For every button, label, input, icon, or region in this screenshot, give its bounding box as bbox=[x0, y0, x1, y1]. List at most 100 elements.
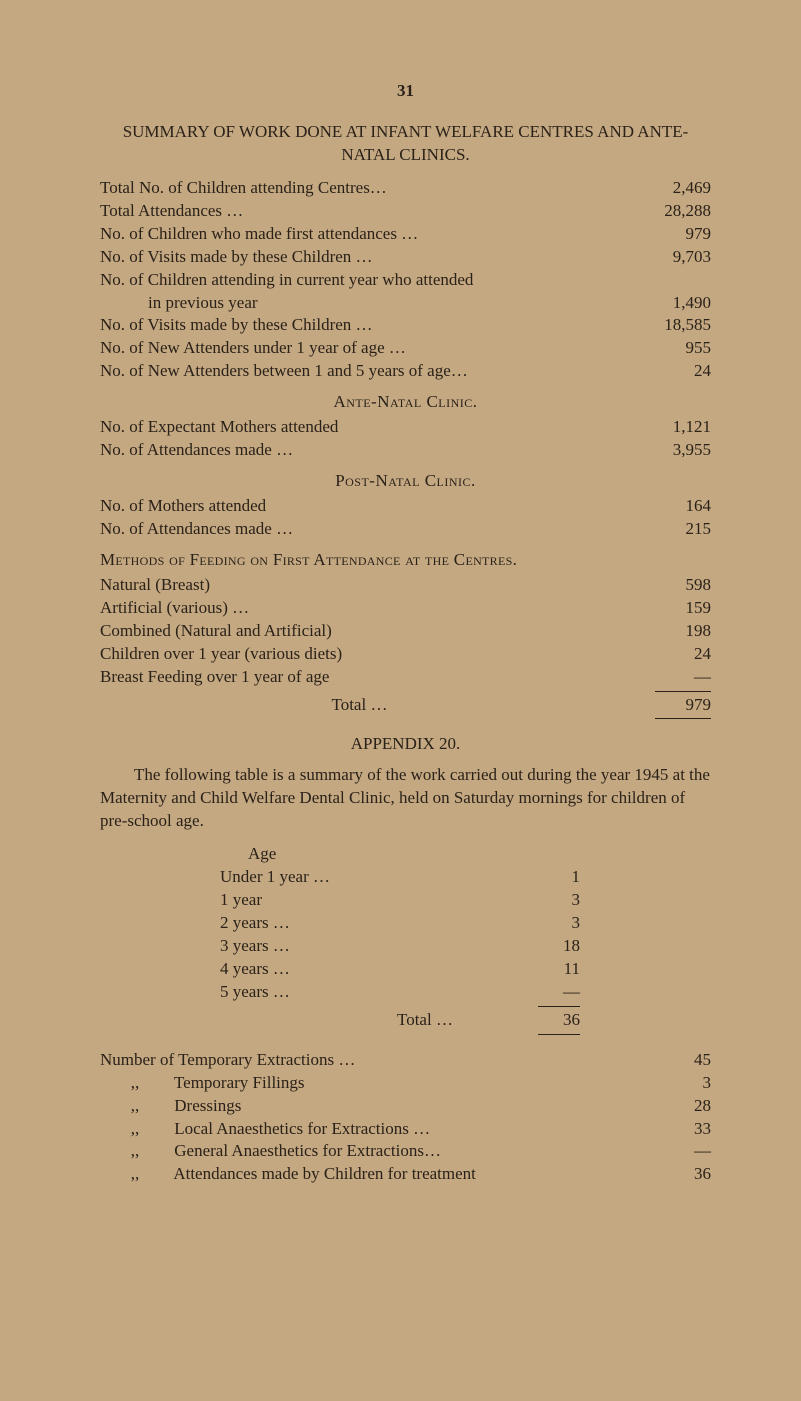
row-label: No. of Expectant Mothers attended bbox=[100, 416, 619, 439]
row-value: — bbox=[540, 981, 580, 1004]
row-value: 18,585 bbox=[619, 314, 711, 337]
row-value: 36 bbox=[540, 1009, 580, 1032]
row-label: ,, Attendances made by Children for trea… bbox=[100, 1163, 619, 1186]
summary-row: No. of Children who made first attendanc… bbox=[100, 223, 711, 246]
age-row: Under 1 year … 1 bbox=[220, 866, 580, 889]
row-label: ,, Dressings bbox=[100, 1095, 619, 1118]
row-label: Total … bbox=[220, 1009, 540, 1032]
row-value: 28 bbox=[619, 1095, 711, 1118]
row-label: No. of Visits made by these Children … bbox=[100, 246, 619, 269]
row-sub: General Anaesthetics for Extractions… bbox=[174, 1141, 441, 1160]
ante-row: No. of Expectant Mothers attended 1,121 bbox=[100, 416, 711, 439]
row-label: No. of New Attenders under 1 year of age… bbox=[100, 337, 619, 360]
post-row: No. of Attendances made … 215 bbox=[100, 518, 711, 541]
row-label: No. of Children attending in current yea… bbox=[100, 269, 619, 292]
row-label: No. of New Attenders between 1 and 5 yea… bbox=[100, 360, 619, 383]
row-value: — bbox=[619, 1140, 711, 1163]
row-label: 2 years … bbox=[220, 912, 540, 935]
row-prefix: Number of bbox=[100, 1050, 174, 1069]
age-table: Age Under 1 year … 1 1 year 3 2 years … … bbox=[220, 843, 580, 1035]
row-value: 28,288 bbox=[619, 200, 711, 223]
row-value: 33 bbox=[619, 1118, 711, 1141]
methods-row: Combined (Natural and Artificial) 198 bbox=[100, 620, 711, 643]
extraction-row: Number of Temporary Extractions … 45 bbox=[100, 1049, 711, 1072]
methods-heading: Methods of Feeding on First Attendance a… bbox=[100, 549, 711, 572]
age-row: 4 years … 11 bbox=[220, 958, 580, 981]
row-label: Breast Feeding over 1 year of age bbox=[100, 666, 619, 689]
rule bbox=[538, 1034, 580, 1035]
page-number: 31 bbox=[100, 80, 711, 103]
row-value: 3 bbox=[619, 1072, 711, 1095]
post-row: No. of Mothers attended 164 bbox=[100, 495, 711, 518]
row-label: Under 1 year … bbox=[220, 866, 540, 889]
row-label: No. of Children who made first attendanc… bbox=[100, 223, 619, 246]
appendix-title: APPENDIX 20. bbox=[100, 733, 711, 756]
row-value: 215 bbox=[619, 518, 711, 541]
summary-row: Total Attendances … 28,288 bbox=[100, 200, 711, 223]
ditto-mark: ,, bbox=[100, 1163, 170, 1186]
row-sub: Dressings bbox=[174, 1096, 241, 1115]
row-value: 1,490 bbox=[619, 292, 711, 315]
age-row: 1 year 3 bbox=[220, 889, 580, 912]
age-total-row: Total … 36 bbox=[220, 1009, 580, 1032]
row-value: 3 bbox=[540, 889, 580, 912]
age-row: 3 years … 18 bbox=[220, 935, 580, 958]
methods-row: Children over 1 year (various diets) 24 bbox=[100, 643, 711, 666]
row-label: 1 year bbox=[220, 889, 540, 912]
row-value: 3,955 bbox=[619, 439, 711, 462]
row-value: 9,703 bbox=[619, 246, 711, 269]
row-value: 159 bbox=[619, 597, 711, 620]
methods-total-row: Total … 979 bbox=[100, 694, 711, 717]
row-label: in previous year bbox=[100, 292, 619, 315]
row-value: 3 bbox=[540, 912, 580, 935]
row-label: Total … bbox=[100, 694, 619, 717]
row-label: Number of Temporary Extractions … bbox=[100, 1049, 619, 1072]
summary-row: No. of New Attenders between 1 and 5 yea… bbox=[100, 360, 711, 383]
extractions-table: Number of Temporary Extractions … 45 ,, … bbox=[100, 1049, 711, 1187]
row-value: 955 bbox=[619, 337, 711, 360]
row-label: No. of Mothers attended bbox=[100, 495, 619, 518]
summary-row-indent: in previous year 1,490 bbox=[100, 292, 711, 315]
row-sub: Attendances made by Children for treatme… bbox=[173, 1164, 476, 1183]
row-label: ,, Temporary Fillings bbox=[100, 1072, 619, 1095]
summary-row: Total No. of Children attending Centres…… bbox=[100, 177, 711, 200]
extraction-row: ,, General Anaesthetics for Extractions…… bbox=[100, 1140, 711, 1163]
row-label: No. of Attendances made … bbox=[100, 518, 619, 541]
ditto-mark: ,, bbox=[100, 1072, 170, 1095]
methods-row: Breast Feeding over 1 year of age — bbox=[100, 666, 711, 689]
methods-row: Natural (Breast) 598 bbox=[100, 574, 711, 597]
row-label: Natural (Breast) bbox=[100, 574, 619, 597]
post-natal-heading: Post-Natal Clinic. bbox=[100, 470, 711, 493]
row-value: 24 bbox=[619, 643, 711, 666]
row-value: 598 bbox=[619, 574, 711, 597]
row-label: 3 years … bbox=[220, 935, 540, 958]
row-value: 24 bbox=[619, 360, 711, 383]
row-sub: Temporary Fillings bbox=[174, 1073, 305, 1092]
row-label: Total No. of Children attending Centres… bbox=[100, 177, 619, 200]
row-value: 11 bbox=[540, 958, 580, 981]
row-value: 1,121 bbox=[619, 416, 711, 439]
paragraph-text: The following table is a summary of the … bbox=[100, 765, 710, 830]
ditto-mark: ,, bbox=[100, 1140, 170, 1163]
extraction-row: ,, Local Anaesthetics for Extractions … … bbox=[100, 1118, 711, 1141]
row-value: 979 bbox=[619, 223, 711, 246]
row-sub: Temporary Extractions … bbox=[178, 1050, 355, 1069]
summary-row: No. of New Attenders under 1 year of age… bbox=[100, 337, 711, 360]
summary-row: No. of Visits made by these Children … 9… bbox=[100, 246, 711, 269]
row-label: ,, General Anaesthetics for Extractions… bbox=[100, 1140, 619, 1163]
row-label: ,, Local Anaesthetics for Extractions … bbox=[100, 1118, 619, 1141]
ante-natal-heading: Ante-Natal Clinic. bbox=[100, 391, 711, 414]
row-value: — bbox=[619, 666, 711, 689]
row-value: 164 bbox=[619, 495, 711, 518]
ditto-mark: ,, bbox=[100, 1095, 170, 1118]
summary-row: No. of Children attending in current yea… bbox=[100, 269, 711, 292]
rule bbox=[655, 718, 711, 719]
row-value: 1 bbox=[540, 866, 580, 889]
document-page: 31 SUMMARY OF WORK DONE AT INFANT WELFAR… bbox=[0, 0, 801, 1401]
section-title: SUMMARY OF WORK DONE AT INFANT WELFARE C… bbox=[100, 121, 711, 167]
row-sub: Local Anaesthetics for Extractions … bbox=[174, 1119, 430, 1138]
extraction-row: ,, Temporary Fillings 3 bbox=[100, 1072, 711, 1095]
row-label: 4 years … bbox=[220, 958, 540, 981]
ditto-mark: ,, bbox=[100, 1118, 170, 1141]
extraction-row: ,, Dressings 28 bbox=[100, 1095, 711, 1118]
